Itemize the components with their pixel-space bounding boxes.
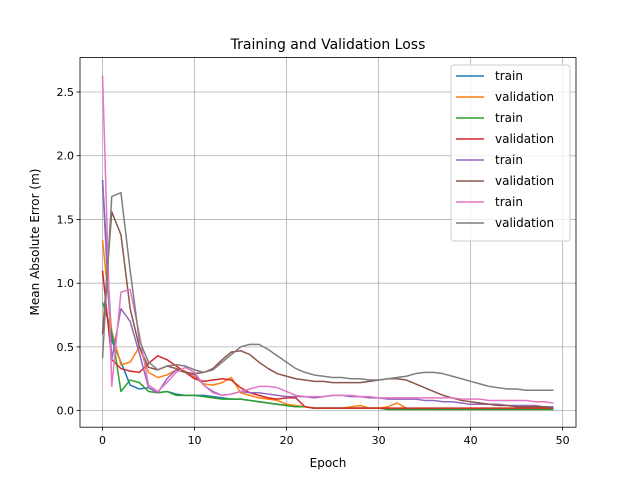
plot-frame [79,57,577,428]
x-axis-label: Epoch [310,456,347,470]
legend: train validation train validation train valid… [450,64,571,242]
x-tick-label: 40 [464,434,478,447]
chart-title: Training and Validation Loss [230,37,426,53]
x-tick-label: 0 [99,434,106,447]
x-tick-label: 30 [372,434,386,447]
x-tick-label: 50 [556,434,570,447]
series-line-4-validation [101,270,554,409]
y-tick-label: 2.5 [57,86,75,99]
series-layer [101,75,554,411]
series-line-6-validation [101,211,554,409]
y-tick-label: 0.5 [57,341,75,354]
legend-entry: validation [495,216,554,230]
legend-entry: train [495,153,523,167]
x-tick-label: 10 [188,434,202,447]
legend-entry: validation [495,90,554,104]
series-line-8-validation [101,191,554,391]
x-tick-label: 20 [280,434,294,447]
legend-entry: validation [495,132,554,146]
legend-entry: train [495,69,523,83]
axis-ticks: 0 10 20 30 40 50 0.0 0.5 1.0 1.5 2.0 2.5 [57,86,570,447]
y-tick-label: 0.0 [57,405,75,418]
y-axis-label: Mean Absolute Error (m) [28,169,42,316]
legend-entry: validation [495,174,554,188]
y-tick-label: 1.5 [57,213,75,226]
legend-box [450,64,571,242]
y-tick-label: 2.0 [57,150,75,163]
legend-entry: train [495,195,523,209]
y-tick-label: 1.0 [57,277,75,290]
series-line-7-train [101,75,554,404]
legend-entry: train [495,111,523,125]
